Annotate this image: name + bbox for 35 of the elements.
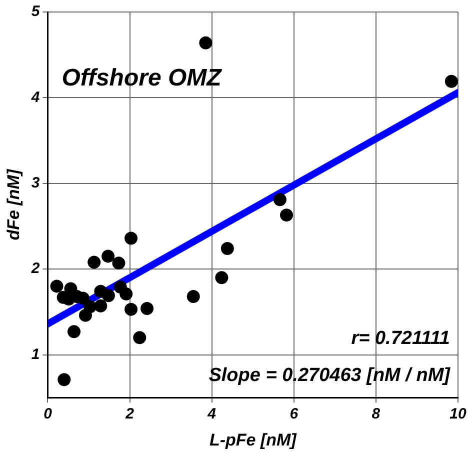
x-tick-label: 10: [450, 406, 467, 423]
y-tick-label: 1: [31, 346, 40, 363]
x-tick-label: 2: [124, 406, 135, 423]
point: [112, 256, 126, 270]
y-tick-label: 2: [30, 260, 40, 278]
point: [215, 271, 228, 284]
y-tick-label: 3: [31, 174, 40, 192]
point: [133, 331, 146, 344]
y-tick-label: 4: [30, 88, 40, 106]
point: [199, 36, 212, 50]
point: [124, 302, 138, 316]
x-tick-label: 8: [372, 406, 381, 423]
y-axis-title: dFe [nM]: [4, 168, 23, 240]
point: [76, 292, 90, 305]
point: [273, 193, 286, 206]
point: [84, 300, 96, 314]
x-axis-title: L-pFe [nM]: [209, 430, 298, 450]
point: [58, 373, 71, 386]
point: [280, 208, 294, 222]
point: [444, 74, 458, 88]
point: [50, 280, 64, 293]
x-tick-label: 0: [44, 406, 53, 423]
x-tick-label: 4: [206, 406, 217, 423]
point: [140, 302, 154, 315]
point: [68, 325, 80, 338]
x-tick-label: 6: [290, 406, 299, 423]
point: [220, 242, 234, 255]
point: [102, 250, 115, 263]
point: [120, 287, 133, 300]
point: [124, 232, 138, 245]
point: [186, 290, 200, 303]
point: [88, 256, 101, 269]
point: [102, 289, 115, 302]
point: [94, 299, 108, 312]
y-tick-label: 5: [31, 3, 40, 20]
